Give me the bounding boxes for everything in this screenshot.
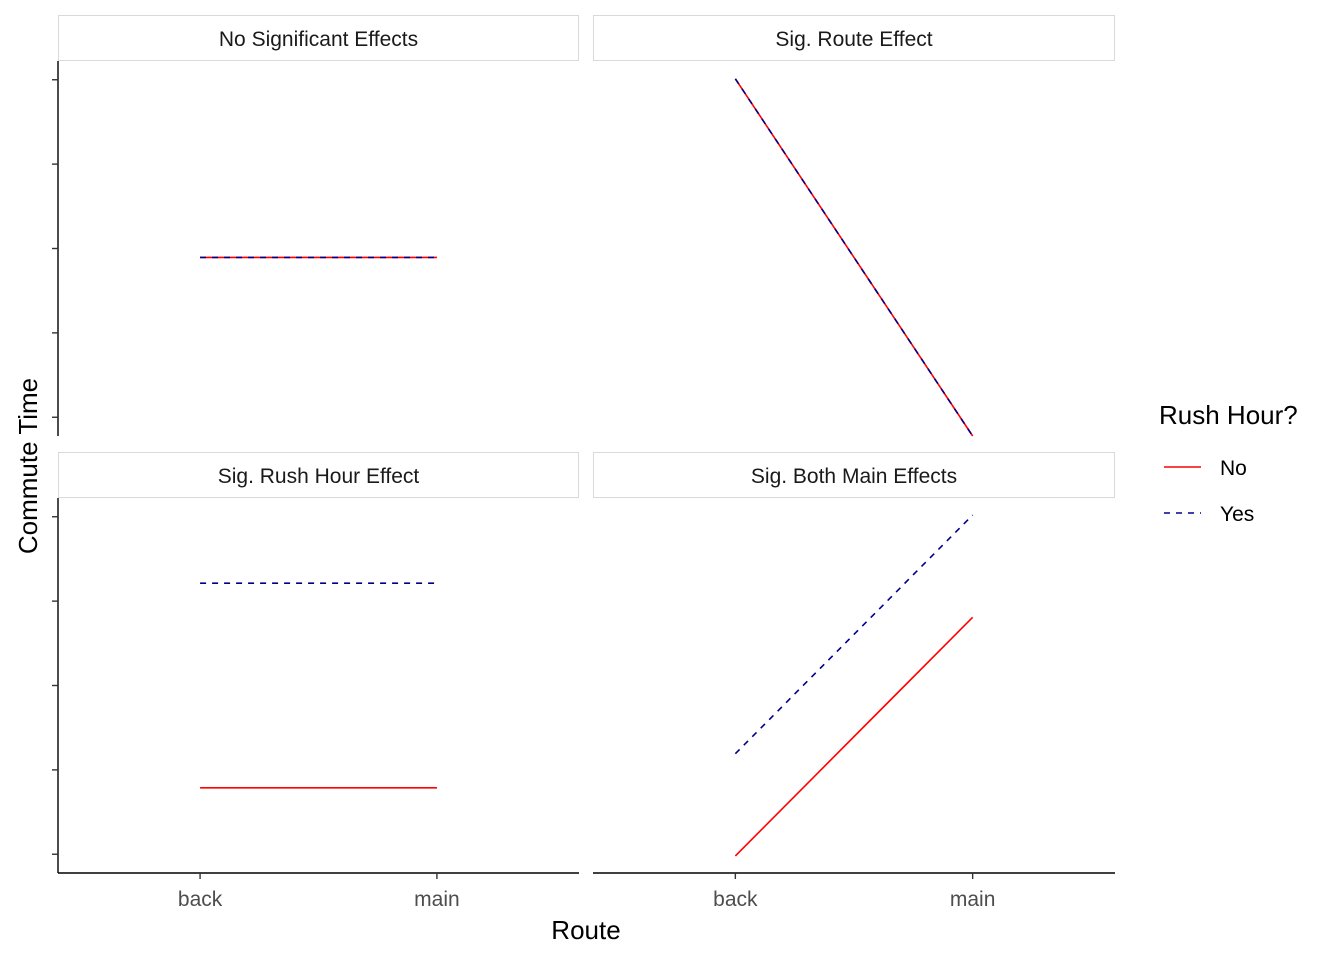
x-tick-label: back [178, 888, 223, 911]
panels: No Significant Effects Sig. Route Effect S… [52, 15, 1115, 911]
facet-strip [593, 452, 1115, 498]
series-line-no [734, 616, 974, 857]
facet-panel: Sig. Both Main Effects back main [593, 452, 1115, 911]
x-axis-title: Route [551, 915, 620, 945]
legend-label: Yes [1220, 503, 1254, 526]
x-tick-label: back [713, 888, 758, 911]
legend-label: No [1220, 457, 1247, 480]
x-tick-label: main [414, 888, 460, 911]
x-tick-label: main [950, 888, 996, 911]
series-line-yes [734, 514, 974, 755]
facet-strip-title: Sig. Rush Hour Effect [218, 465, 420, 488]
facet-strip [593, 15, 1115, 61]
facet-strip [58, 15, 579, 61]
facet-strip-title: Sig. Route Effect [775, 28, 932, 51]
y-axis-title: Commute Time [13, 378, 43, 554]
facet-strip [58, 452, 579, 498]
facet-panel: Sig. Route Effect [593, 15, 1115, 437]
facet-strip-title: No Significant Effects [219, 28, 418, 51]
series-line-no [734, 78, 974, 437]
facet-strip-title: Sig. Both Main Effects [751, 465, 957, 488]
legend: Rush Hour? No Yes [1159, 400, 1298, 526]
facet-panel: Sig. Rush Hour Effect back main [52, 452, 579, 911]
facet-panel: No Significant Effects [52, 15, 579, 436]
legend-title: Rush Hour? [1159, 400, 1298, 430]
